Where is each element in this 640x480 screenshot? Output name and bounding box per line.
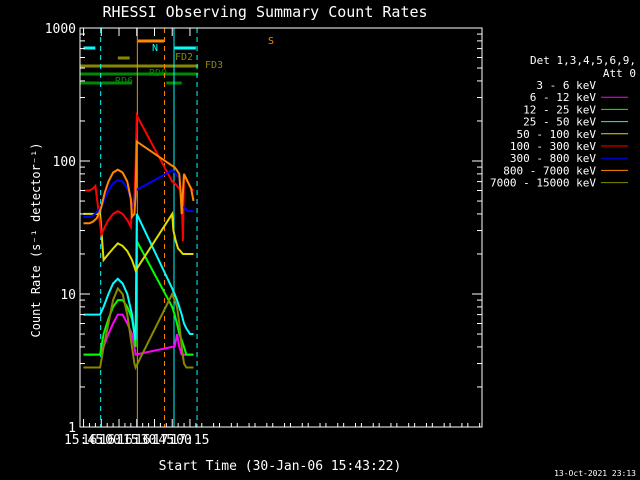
y-tick-label: 1	[68, 421, 76, 436]
y-tick-label: 1000	[45, 22, 76, 37]
mode-bar-label-rd6: RD6	[115, 76, 133, 87]
legend-label: 3 - 6 keV	[536, 79, 596, 92]
timestamp: 13-Oct-2021 23:13	[554, 469, 636, 478]
x-tick-label: 15:45	[64, 433, 103, 448]
series-line-7000-15000-kev	[83, 286, 194, 371]
legend-label: 7000 - 15000 keV	[490, 177, 596, 190]
legend-header-line-2: Att 0	[603, 67, 636, 80]
y-tick-label: 10	[60, 288, 76, 303]
y-tick-label: 100	[53, 155, 76, 170]
legend-label: 800 - 7000 keV	[503, 164, 596, 177]
legend-header-line-1: Det 1,3,4,5,6,9,	[530, 54, 636, 67]
legend-label: 6 - 12 keV	[530, 91, 597, 104]
x-tick-label: 16:15	[99, 433, 138, 448]
x-tick-label: 16:45	[135, 433, 174, 448]
series-line-800-7000-kev	[83, 139, 195, 225]
chart-title: RHESSI Observing Summary Count Rates	[102, 3, 427, 21]
x-tick-label: 17:15	[170, 433, 209, 448]
x-tick-label: 16:30	[117, 433, 156, 448]
series-line-25-50-kev	[83, 213, 194, 341]
x-axis-label: Start Time (30-Jan-06 15:43:22)	[159, 459, 402, 474]
mode-bar-label-fd3: FD3	[205, 60, 223, 71]
plot-frame	[79, 27, 483, 428]
legend-label: 50 - 100 keV	[517, 128, 597, 141]
legend-label: 25 - 50 keV	[523, 116, 596, 129]
legend-label: 12 - 25 keV	[523, 103, 596, 116]
y-axis-label: Count Rate (s⁻¹ detector⁻¹)	[29, 142, 43, 337]
legend-label: 300 - 800 keV	[510, 152, 596, 165]
mode-bar-label-fd2: FD2	[175, 52, 193, 63]
series-line-50-100-kev	[83, 210, 194, 273]
mode-bar-label-rd0: RD0	[149, 68, 167, 79]
mode-bar-label-n: N	[152, 43, 158, 54]
legend-label: 100 - 300 keV	[510, 140, 596, 153]
x-tick-label: 16:00	[82, 433, 121, 448]
series-line-12-25-kev	[83, 240, 194, 356]
mode-bar-label-s: S	[268, 36, 274, 47]
x-tick-label: 17:00	[153, 433, 192, 448]
